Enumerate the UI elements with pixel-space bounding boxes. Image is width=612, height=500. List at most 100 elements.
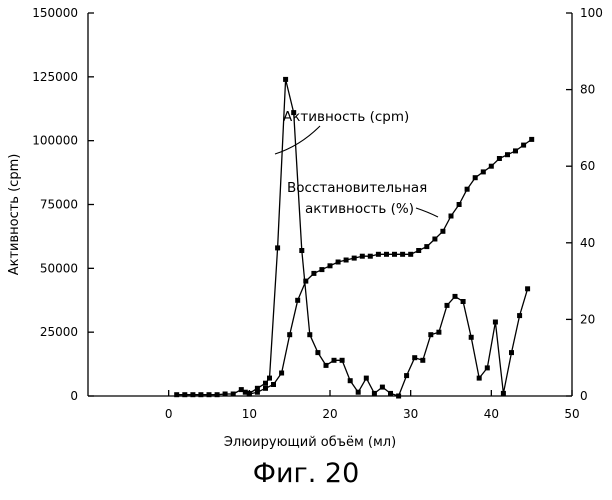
data-point bbox=[275, 245, 281, 251]
data-point bbox=[464, 186, 470, 192]
data-point bbox=[246, 391, 252, 397]
data-point bbox=[472, 175, 478, 181]
x-tick-label: 40 bbox=[484, 407, 499, 421]
data-point bbox=[363, 375, 369, 381]
data-point bbox=[238, 387, 244, 393]
data-point bbox=[412, 355, 418, 361]
data-point bbox=[456, 202, 462, 207]
y2-tick-label: 100 bbox=[580, 6, 603, 20]
data-point bbox=[367, 253, 373, 259]
x-axis-title: Элюирующий объём (мл) bbox=[224, 435, 396, 450]
data-point bbox=[436, 329, 442, 335]
data-point bbox=[230, 391, 236, 397]
data-point bbox=[283, 76, 289, 82]
y2-tick-label: 80 bbox=[580, 83, 595, 97]
x-tick-label: 20 bbox=[322, 407, 337, 421]
data-point bbox=[384, 251, 389, 257]
y2-tick-label: 60 bbox=[580, 159, 595, 173]
data-point bbox=[492, 319, 498, 325]
data-point bbox=[307, 332, 313, 338]
data-point bbox=[351, 255, 357, 261]
data-point bbox=[424, 244, 430, 250]
data-point bbox=[420, 357, 426, 363]
y-tick-label: 50000 bbox=[40, 261, 78, 275]
data-point bbox=[355, 389, 361, 395]
data-point bbox=[396, 393, 402, 399]
data-point bbox=[371, 390, 377, 396]
data-point bbox=[444, 302, 450, 308]
x-tick-label: 30 bbox=[403, 407, 418, 421]
x-tick-label: 0 bbox=[165, 407, 173, 421]
data-point bbox=[267, 375, 272, 381]
data-point bbox=[263, 380, 268, 386]
data-point bbox=[404, 373, 410, 379]
data-point bbox=[428, 332, 434, 338]
data-point bbox=[254, 389, 260, 395]
data-point bbox=[335, 259, 341, 265]
y-tick-label: 0 bbox=[70, 389, 78, 403]
data-point bbox=[480, 169, 486, 175]
data-point bbox=[295, 297, 301, 303]
y2-tick-label: 40 bbox=[580, 236, 595, 250]
data-point bbox=[440, 228, 446, 234]
y2-tick-label: 0 bbox=[580, 389, 588, 403]
data-point bbox=[448, 213, 454, 219]
data-point bbox=[400, 251, 406, 257]
data-point bbox=[416, 248, 422, 253]
data-point bbox=[488, 163, 494, 169]
data-point bbox=[521, 142, 527, 148]
y-tick-label: 100000 bbox=[32, 134, 78, 148]
data-point bbox=[460, 299, 466, 304]
data-point bbox=[303, 278, 309, 284]
data-point bbox=[327, 263, 333, 269]
data-point bbox=[505, 152, 510, 158]
data-point bbox=[343, 257, 349, 263]
data-point bbox=[408, 251, 414, 257]
chart-annotations: Активность (cpm) Восстановительная активно… bbox=[274, 109, 439, 218]
data-point bbox=[347, 378, 353, 384]
data-point bbox=[388, 390, 393, 396]
data-point bbox=[452, 293, 458, 299]
data-point bbox=[392, 251, 397, 257]
data-point bbox=[496, 156, 502, 161]
data-point bbox=[375, 251, 381, 257]
annotation-restoring-2: активность (%) bbox=[305, 201, 414, 217]
data-point bbox=[198, 392, 204, 398]
y-tick-label: 150000 bbox=[32, 6, 78, 20]
data-point bbox=[468, 334, 474, 340]
data-point bbox=[206, 392, 212, 398]
data-point bbox=[517, 313, 523, 319]
data-point bbox=[525, 286, 531, 292]
data-point bbox=[182, 392, 188, 398]
x-tick-label: 50 bbox=[564, 407, 579, 421]
data-point bbox=[254, 385, 260, 391]
data-point bbox=[190, 392, 196, 398]
data-point bbox=[339, 357, 345, 363]
y-tick-label: 75000 bbox=[40, 198, 78, 212]
chart-series bbox=[174, 76, 535, 399]
data-point bbox=[174, 392, 180, 398]
data-point bbox=[291, 110, 297, 116]
data-point bbox=[222, 391, 228, 397]
annotation-activity: Активность (cpm) bbox=[283, 109, 409, 125]
x-tick-label: 10 bbox=[242, 407, 257, 421]
data-point bbox=[484, 365, 490, 371]
data-point bbox=[359, 253, 365, 259]
leader-activity bbox=[274, 125, 321, 155]
data-point bbox=[311, 270, 317, 276]
data-point bbox=[509, 350, 514, 356]
data-point bbox=[379, 384, 385, 390]
data-point bbox=[432, 236, 438, 242]
series-2 bbox=[246, 136, 535, 397]
chart-ticks: 0 10 20 30 40 5002500050000750001000001250001… bbox=[32, 6, 603, 421]
data-point bbox=[476, 375, 482, 381]
y2-tick-label: 20 bbox=[580, 312, 595, 326]
y-tick-label: 25000 bbox=[40, 325, 78, 339]
data-point bbox=[242, 389, 248, 395]
series-1 bbox=[174, 76, 531, 399]
y-tick-label: 125000 bbox=[32, 70, 78, 84]
y-axis-title: Активность (cpm) bbox=[7, 154, 22, 276]
data-point bbox=[500, 390, 506, 396]
series-line bbox=[176, 78, 529, 397]
annotation-restoring-1: Восстановительная bbox=[287, 180, 427, 196]
